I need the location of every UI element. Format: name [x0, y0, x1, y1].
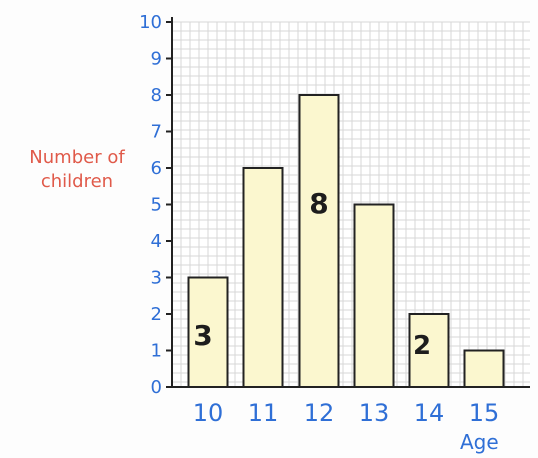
bar-annotation-12: 8: [309, 187, 328, 220]
bar-11: [242, 167, 284, 388]
x-tick-label-13: 13: [359, 399, 390, 427]
bar-12: [298, 94, 340, 388]
bar-10: [187, 276, 229, 388]
y-tick-label-3: 3: [151, 268, 162, 289]
y-tick-label-0: 0: [151, 377, 162, 398]
y-tick-label-2: 2: [151, 304, 162, 325]
y-tick-label-10: 10: [139, 12, 162, 33]
x-tick-label-11: 11: [248, 399, 279, 427]
y-tick-label-4: 4: [151, 231, 162, 252]
bar-13: [353, 203, 395, 388]
y-tick-label-6: 6: [151, 158, 162, 179]
bar-14: [408, 313, 450, 388]
bar-annotation-14: 2: [413, 331, 431, 361]
x-tick-label-12: 12: [304, 399, 335, 427]
y-tick-label-9: 9: [151, 49, 162, 70]
x-tick-label-15: 15: [469, 399, 500, 427]
x-axis-label: Age: [460, 430, 499, 454]
x-tick-label-14: 14: [414, 399, 445, 427]
x-tick-label-10: 10: [193, 399, 224, 427]
y-tick-label-8: 8: [151, 85, 162, 106]
bar-15: [463, 349, 505, 388]
bar-annotation-10: 3: [193, 319, 212, 352]
plot-background: [172, 22, 530, 387]
y-tick-label-7: 7: [151, 122, 162, 143]
y-tick-label-5: 5: [151, 195, 162, 216]
y-axis-label: Number of children: [29, 147, 125, 192]
y-tick-label-1: 1: [151, 341, 162, 362]
